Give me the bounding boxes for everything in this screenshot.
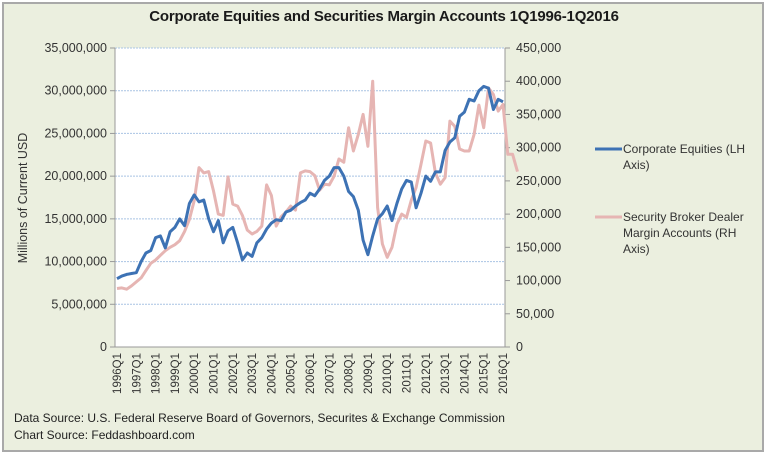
y2-tick-label: 250,000 [516, 174, 561, 188]
x-tick-label: 2006Q1 [305, 353, 317, 394]
y2-tick-label: 450,000 [516, 41, 561, 55]
y2-tick-label: 50,000 [516, 307, 554, 321]
y-tick-label: 5,000,000 [51, 297, 107, 311]
legend-item-margin: Security Broker Dealer Margin Accounts (… [623, 209, 763, 257]
y-tick-label: 0 [100, 340, 107, 354]
series-line-margin-accounts [116, 79, 519, 291]
y2-tick-label: 0 [516, 340, 523, 354]
data-source-note: Data Source: U.S. Federal Reserve Board … [14, 411, 505, 425]
y2-tick-label: 300,000 [516, 141, 561, 155]
x-tick-label: 2005Q1 [286, 353, 298, 394]
x-tick-label: 2009Q1 [363, 353, 375, 394]
legend-label: Security Broker Dealer [623, 210, 744, 224]
y-axis-right: 0 50,000 100,000 150,000 200,000 250,000 300,0… [504, 41, 561, 354]
x-tick-label: 2016Q1 [498, 353, 510, 394]
y-tick-label: 20,000,000 [44, 169, 107, 183]
legend-label: Corporate Equities (LH [623, 142, 746, 156]
x-tick-label: 2007Q1 [324, 353, 336, 394]
x-tick-label: 2013Q1 [440, 353, 452, 394]
y-tick-label: 10,000,000 [44, 255, 107, 269]
y2-tick-label: 350,000 [516, 107, 561, 121]
x-tick-label: 2000Q1 [189, 353, 201, 394]
x-tick-label: 2014Q1 [459, 353, 471, 394]
chart-title: Corporate Equities and Securities Margin… [149, 8, 619, 25]
x-tick-label: 1998Q1 [151, 353, 163, 394]
y-tick-label: 15,000,000 [44, 212, 107, 226]
y2-tick-label: 100,000 [516, 274, 561, 288]
series-line-corporate-equities [116, 84, 504, 281]
x-tick-label: 2015Q1 [479, 353, 491, 394]
y-tick-label: 35,000,000 [44, 41, 107, 55]
legend-item-equities: Corporate Equities (LH Axis) [623, 141, 763, 173]
x-tick-label: 1996Q1 [112, 353, 124, 394]
y2-tick-label: 200,000 [516, 207, 561, 221]
y-tick-label: 30,000,000 [44, 84, 107, 98]
x-tick-label: 2003Q1 [247, 353, 259, 394]
x-tick-label: 2008Q1 [344, 353, 356, 394]
y-axis-label: Millions of Current USD [16, 133, 30, 264]
y2-tick-label: 150,000 [516, 240, 561, 254]
x-tick-label: 2011Q1 [402, 353, 414, 393]
plot-area [115, 48, 505, 347]
series-lines [116, 79, 519, 291]
x-tick-label: 2002Q1 [228, 353, 240, 394]
y-tick-label: 25,000,000 [44, 126, 107, 140]
x-tick-label: 2001Q1 [209, 353, 221, 394]
x-tick-label: 2012Q1 [421, 353, 433, 394]
x-tick-label: 1997Q1 [131, 353, 143, 394]
x-tick-label: 1999Q1 [170, 353, 182, 394]
legend-label: Axis) [623, 158, 650, 172]
y2-tick-label: 400,000 [516, 74, 561, 88]
chart-source-note: Chart Source: Feddashboard.com [14, 428, 195, 442]
legend-label: Margin Accounts (RH [623, 226, 737, 240]
x-axis: 1996Q1 1997Q1 1998Q1 1999Q1 2000Q1 2001Q1 2002… [112, 346, 510, 394]
x-tick-label: 2004Q1 [266, 353, 278, 394]
y-axis-left: 0 5,000,000 10,000,000 15,000,000 20,000,000… [44, 41, 116, 354]
legend-label: Axis) [623, 242, 650, 256]
x-tick-label: 2010Q1 [382, 353, 394, 394]
